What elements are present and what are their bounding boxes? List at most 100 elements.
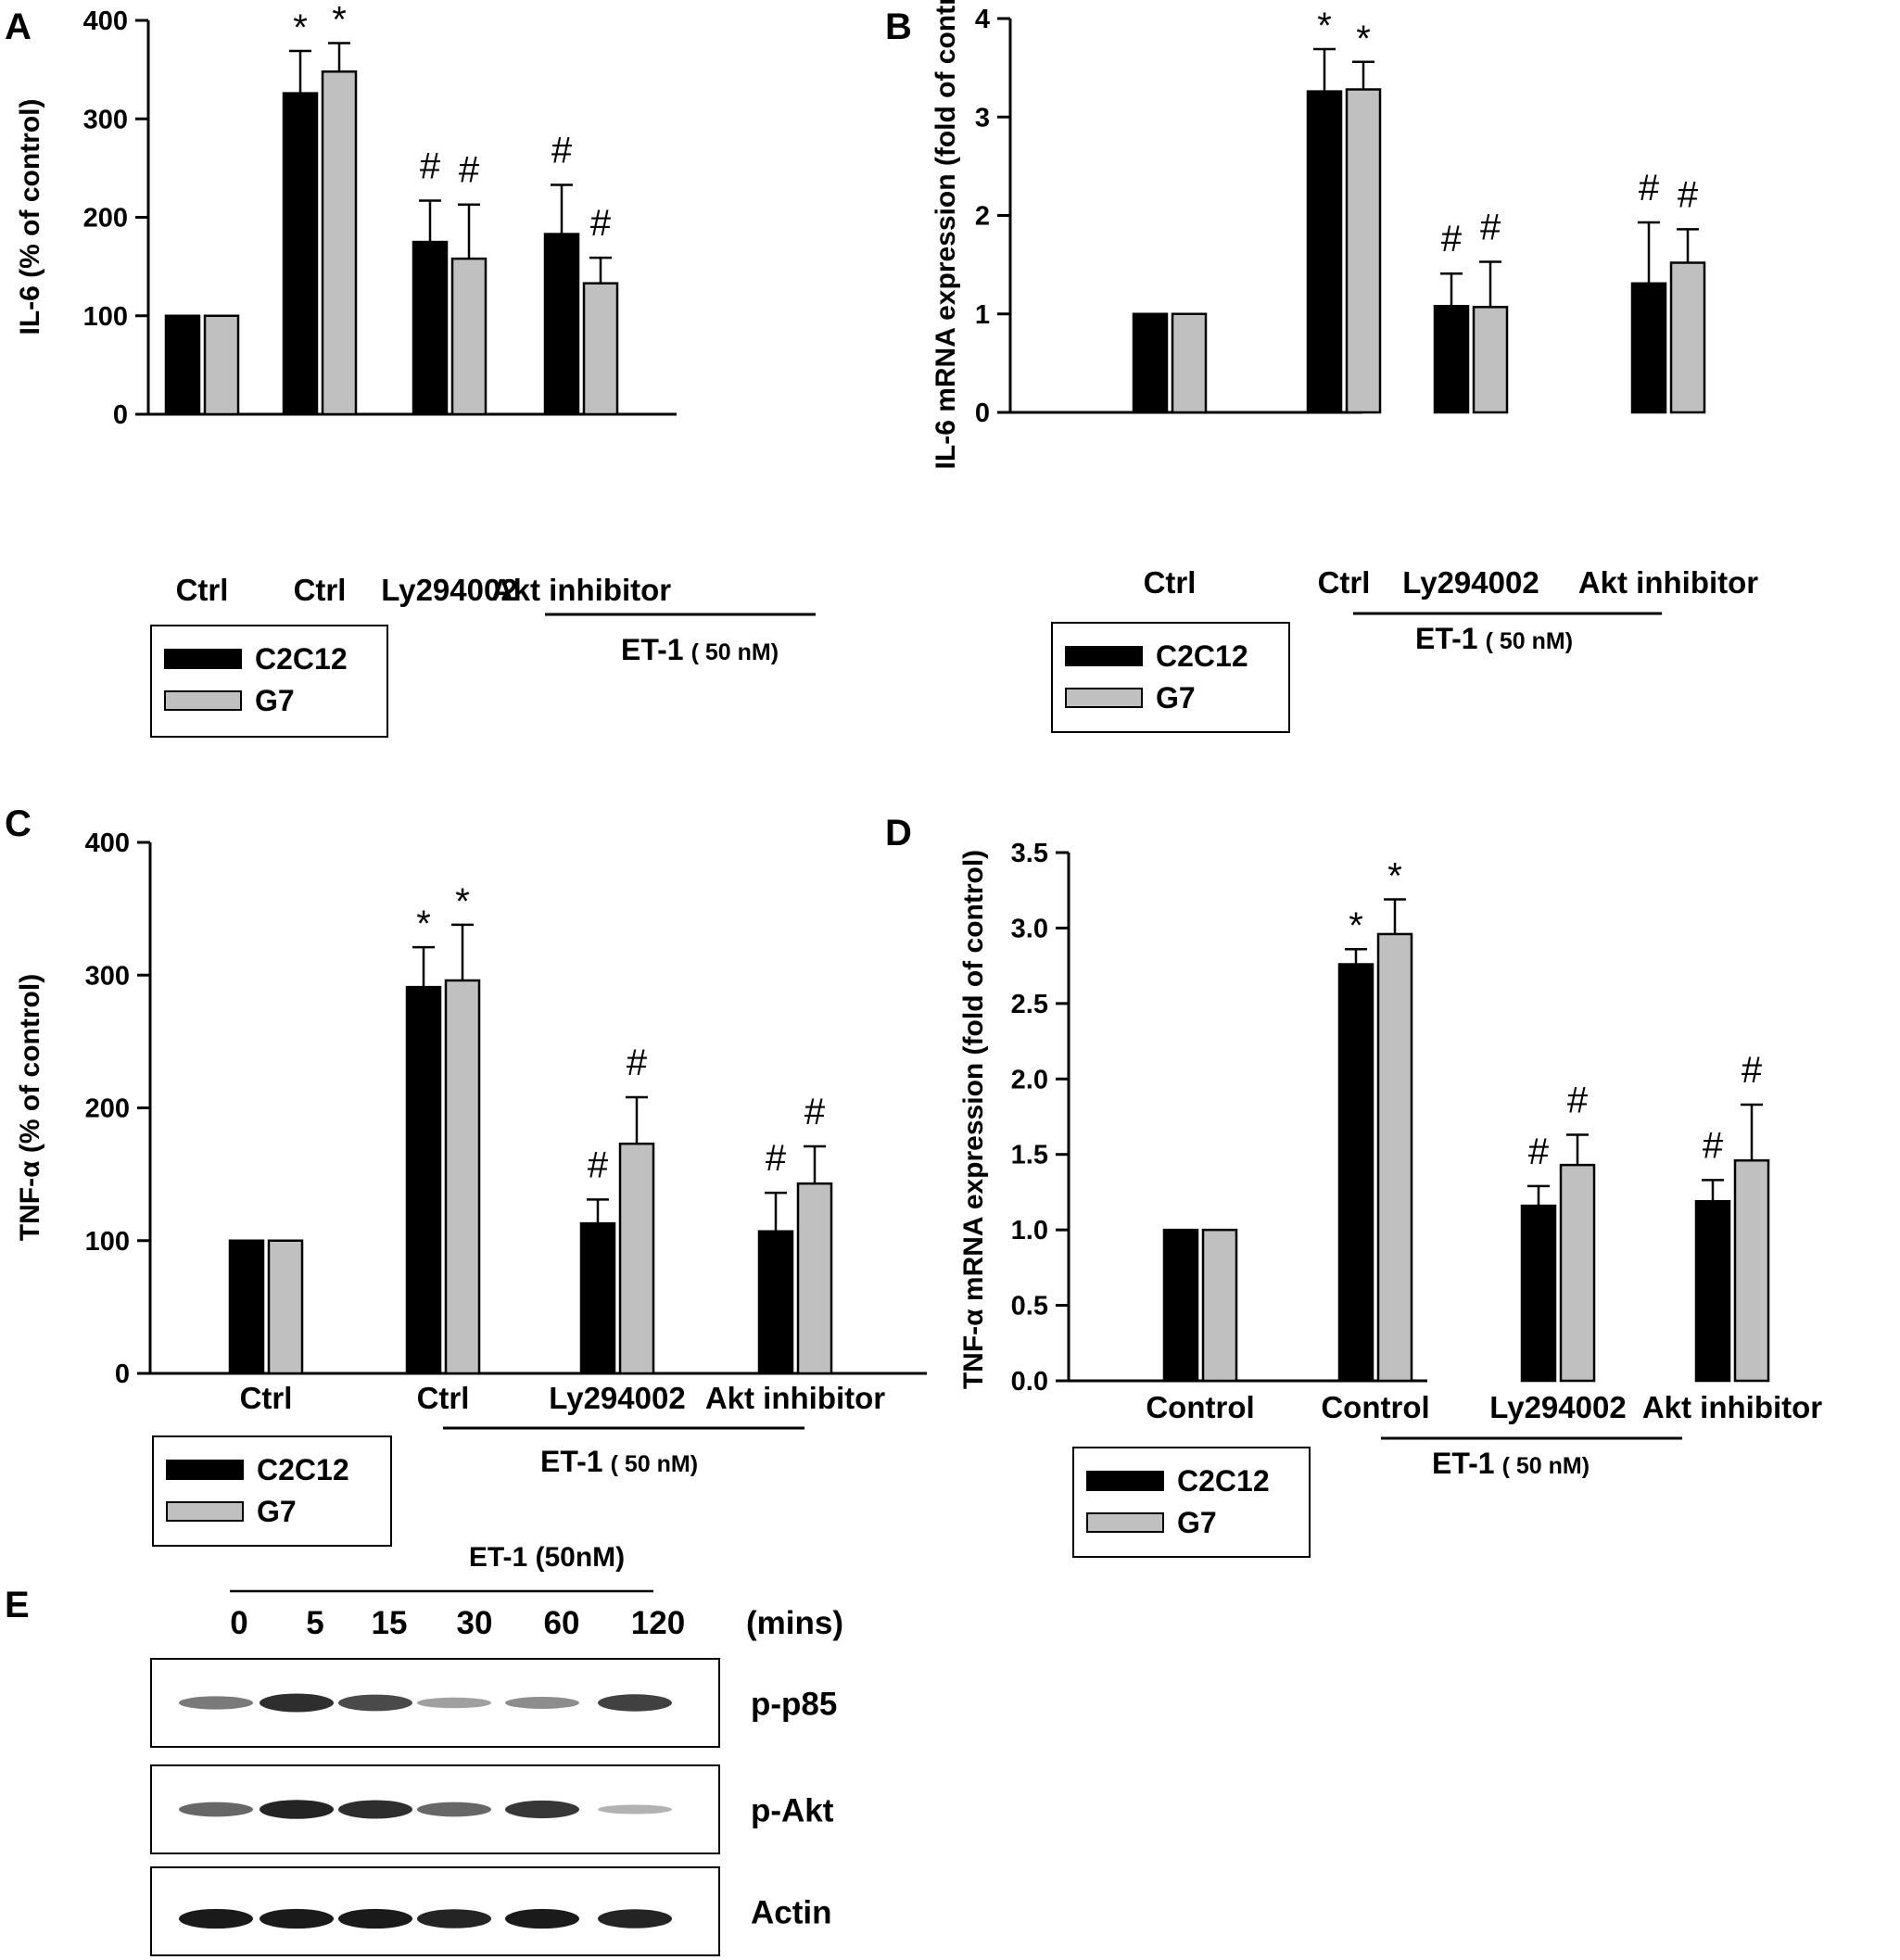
blot-band (417, 1697, 491, 1709)
bar-c2c12 (1520, 1204, 1557, 1383)
legend: C2C12 G7 (1051, 622, 1290, 733)
category-label: Ctrl (240, 1381, 293, 1415)
legend: C2C12 G7 (152, 1435, 392, 1547)
significance-hash: # (551, 130, 573, 171)
bar-g7 (203, 314, 240, 416)
bar-c2c12 (282, 92, 319, 416)
legend-label: G7 (257, 1495, 297, 1528)
blot-band (598, 1804, 672, 1815)
blot-band (338, 1908, 412, 1929)
blot-band (338, 1694, 412, 1712)
blot-band (598, 1694, 672, 1712)
bar-c2c12 (1337, 963, 1374, 1383)
category-label: Ctrl (1144, 565, 1197, 600)
y-tick-label: 0 (975, 398, 990, 428)
bar-g7 (450, 257, 488, 416)
bar-g7 (321, 70, 358, 416)
category-label: Ly294002 (381, 573, 517, 607)
bar-c2c12 (579, 1221, 616, 1375)
significance-hash: # (1703, 1125, 1724, 1166)
significance-hash: # (1528, 1132, 1550, 1172)
blot-band (179, 1908, 253, 1929)
significance-hash: # (1567, 1081, 1589, 1121)
blot-band (417, 1802, 491, 1817)
y-axis-label: IL-6 mRNA expression (fold of control) (931, 0, 961, 469)
category-label: Ly294002 (1402, 565, 1539, 600)
y-axis-label: TNF-α mRNA expression (fold of control) (958, 850, 989, 1389)
legend-box (1051, 622, 1290, 733)
treatment-dose: ( 50 nM) (1502, 1453, 1590, 1479)
time-point-label: 5 (306, 1605, 323, 1641)
bar-g7 (1472, 306, 1509, 414)
category-label: Ly294002 (1489, 1390, 1626, 1424)
treatment-name: ET-1 (540, 1445, 603, 1478)
bar-c2c12 (543, 233, 580, 416)
blot-band (505, 1800, 579, 1819)
bar-c2c12 (1306, 90, 1343, 414)
legend-swatch-g7 (166, 1501, 244, 1522)
panel-d: D 0.0 0.5 1.0 1.5 2.0 2.5 3.0 3.5 TNF-α mRNA expr… (885, 813, 1822, 1558)
category-label: Ctrl (1318, 565, 1371, 600)
significance-hash: # (588, 1144, 609, 1185)
category-label: Ctrl (176, 573, 229, 607)
bar-c2c12 (1433, 305, 1470, 414)
significance-star: * (416, 904, 431, 944)
legend-swatch-c2c12 (164, 649, 242, 669)
treatment-label: ET-1 ( 50 nM) (540, 1445, 698, 1478)
treatment-label: ET-1 ( 50 nM) (1415, 622, 1573, 655)
legend-box (1072, 1447, 1311, 1558)
bar-c2c12 (164, 314, 201, 416)
panel-letter: A (5, 6, 32, 47)
treatment-dose: ( 50 nM) (1486, 628, 1573, 654)
treatment-label: ET-1 ( 50 nM) (621, 633, 779, 666)
y-tick-label: 2.5 (1011, 990, 1048, 1019)
y-tick-label: 0 (113, 400, 128, 430)
treatment-name: ET-1 (1432, 1447, 1495, 1480)
significance-star: * (1387, 855, 1402, 896)
legend-swatch-g7 (1065, 688, 1143, 708)
legend: C2C12 G7 (1072, 1447, 1311, 1558)
category-label: Akt inhibitor (491, 573, 671, 607)
blot-band (505, 1908, 579, 1929)
significance-hash: # (1678, 174, 1699, 215)
panel-letter: B (885, 6, 912, 47)
bar-g7 (1171, 312, 1208, 414)
bar-g7 (582, 282, 619, 416)
treatment-dose: ( 50 nM) (691, 639, 779, 665)
time-point-label: 120 (631, 1605, 685, 1641)
significance-star: * (332, 0, 347, 40)
y-tick-label: 0.5 (1011, 1292, 1048, 1321)
bar-c2c12 (228, 1239, 265, 1375)
y-tick-label: 200 (85, 1094, 130, 1124)
bar-g7 (1201, 1228, 1238, 1383)
y-tick-label: 0 (115, 1359, 130, 1389)
bar-g7 (1376, 932, 1413, 1383)
legend-swatch-c2c12 (1086, 1471, 1164, 1491)
significance-hash: # (1742, 1050, 1763, 1091)
bar-g7 (444, 979, 481, 1375)
bar-c2c12 (757, 1230, 794, 1375)
blot-treatment-label: ET-1 (50nM) (469, 1542, 625, 1573)
blot-band (417, 1909, 491, 1928)
y-tick-label: 3.5 (1011, 839, 1048, 868)
legend-label: C2C12 (1156, 639, 1248, 673)
y-tick-label: 3.0 (1011, 914, 1048, 943)
bar-g7 (1345, 88, 1382, 414)
blot-p-akt: p-Akt (150, 1764, 834, 1854)
bar-c2c12 (1694, 1199, 1731, 1383)
bar-c2c12 (1630, 282, 1667, 414)
category-label: Akt inhibitor (705, 1381, 885, 1415)
y-tick-label: 300 (85, 961, 130, 991)
y-tick-label: 0.0 (1011, 1367, 1048, 1397)
blot-band (598, 1909, 672, 1928)
significance-star: * (455, 881, 470, 922)
legend-label: C2C12 (257, 1453, 349, 1486)
legend-swatch-g7 (1086, 1512, 1164, 1533)
y-tick-label: 1.5 (1011, 1141, 1048, 1170)
legend-swatch-g7 (164, 690, 242, 711)
category-label: Akt inhibitor (1578, 565, 1758, 600)
treatment-name: ET-1 (621, 633, 684, 666)
legend-label: C2C12 (1177, 1464, 1270, 1498)
y-tick-label: 1 (975, 300, 990, 330)
